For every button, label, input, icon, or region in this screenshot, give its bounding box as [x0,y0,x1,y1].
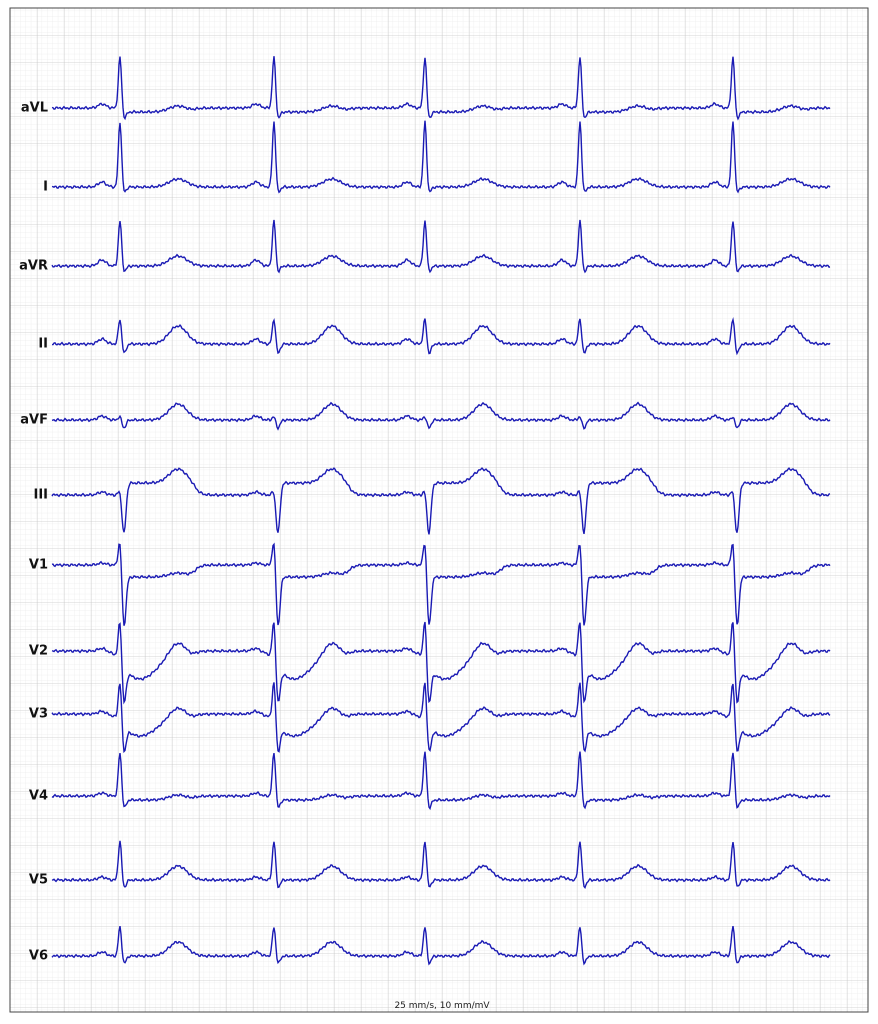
ecg-trace [51,925,831,966]
ecg-trace [51,542,831,626]
lead-label: V5 [29,873,48,888]
ecg-trace [51,840,831,889]
ecg-trace [52,317,831,356]
lead-label: III [33,488,48,503]
grid [9,7,869,1013]
ecg-trace [51,219,831,274]
ecg-trace [51,621,831,705]
lead-label: V6 [29,949,48,964]
lead-label: aVR [19,259,48,274]
lead-label: aVF [20,413,48,428]
lead-label: V4 [29,789,48,804]
ecg-trace [51,401,831,431]
ecg-trace [51,467,831,535]
lead-label: aVL [21,101,48,116]
lead-label: V2 [29,644,48,659]
ecg-trace [51,56,831,121]
lead-label: I [43,180,48,195]
lead-label: V1 [29,558,48,573]
footer-caption: 25 mm/s, 10 mm/mV [394,1001,490,1011]
traces [51,56,831,966]
ecg-trace [51,682,831,754]
lead-label: II [38,337,48,352]
ecg-trace [51,120,831,194]
ecg-trace [51,751,831,811]
lead-label: V3 [29,707,48,722]
